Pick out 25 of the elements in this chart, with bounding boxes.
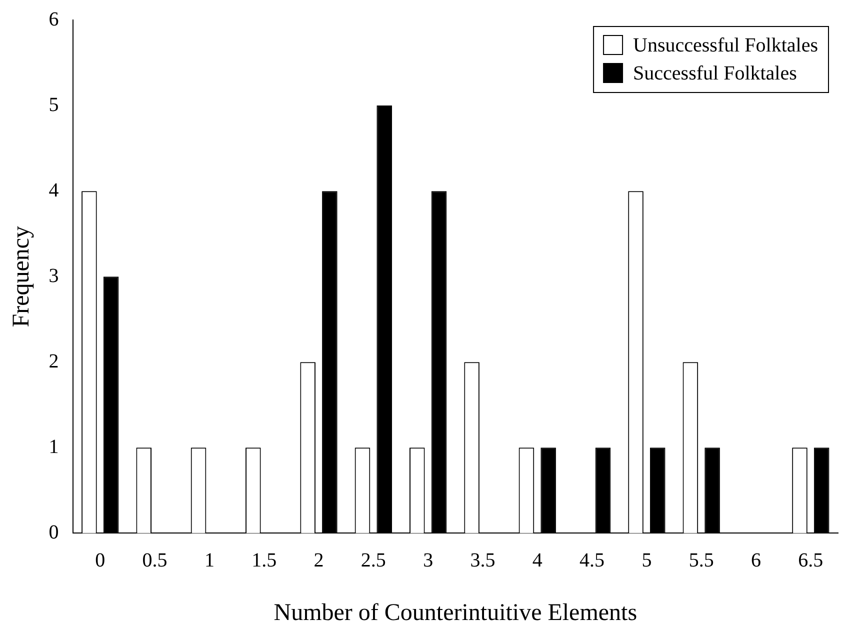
x-tick-label: 4: [532, 549, 542, 572]
x-tick-label: 4.5: [580, 549, 605, 572]
y-tick-label: 2: [48, 350, 59, 372]
y-tick-label: 0: [48, 521, 59, 544]
x-tick-label: 3: [423, 549, 434, 572]
y-tick-label: 5: [48, 94, 59, 116]
y-axis-title: Frequency: [8, 226, 35, 328]
y-tick-label: 3: [48, 264, 59, 287]
legend-label: Unsuccessful Folktales: [633, 34, 818, 56]
y-tick-label: 6: [48, 8, 59, 30]
x-tick-label: 0.5: [142, 549, 168, 572]
x-tick-label: 6.5: [798, 549, 824, 572]
x-axis-title: Number of Counterintuitive Elements: [274, 600, 638, 626]
x-tick-label: 3.5: [470, 549, 496, 572]
x-tick-label: 2.5: [360, 549, 386, 572]
x-tick-label: 2: [314, 549, 324, 572]
x-tick-label: 5: [642, 549, 652, 572]
legend-label: Successful Folktales: [633, 62, 798, 84]
y-tick-label: 1: [48, 436, 59, 458]
x-tick-label: 0: [95, 549, 106, 572]
x-tick-label: 5.5: [688, 549, 714, 572]
y-tick-label: 4: [48, 179, 59, 202]
x-tick-label: 1.5: [252, 549, 277, 572]
x-tick-label: 6: [751, 549, 762, 572]
x-tick-label: 1: [204, 549, 214, 572]
